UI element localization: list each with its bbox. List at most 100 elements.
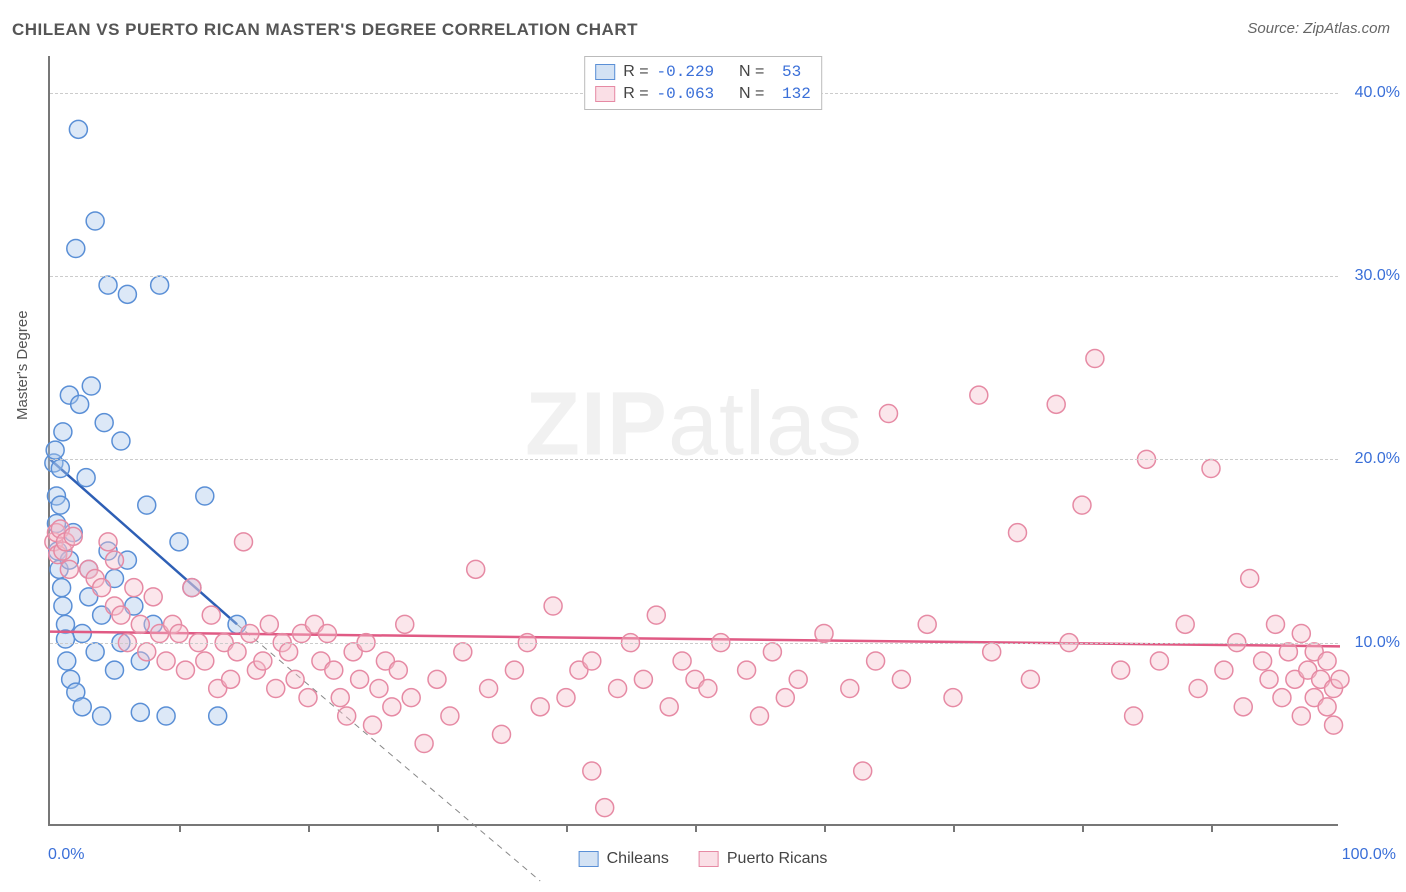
data-point — [112, 606, 130, 624]
data-point — [202, 606, 220, 624]
data-point — [222, 670, 240, 688]
x-tick-mark — [308, 824, 310, 832]
data-point — [763, 643, 781, 661]
data-point — [93, 579, 111, 597]
data-point — [583, 762, 601, 780]
data-point — [299, 689, 317, 707]
data-point — [338, 707, 356, 725]
data-point — [751, 707, 769, 725]
data-point — [318, 625, 336, 643]
data-point — [544, 597, 562, 615]
n-label: N = — [739, 61, 764, 83]
data-point — [647, 606, 665, 624]
data-point — [396, 615, 414, 633]
data-point — [854, 762, 872, 780]
r-label: R = — [623, 83, 648, 105]
data-point — [789, 670, 807, 688]
data-point — [1260, 670, 1278, 688]
n-label: N = — [739, 83, 764, 105]
series-name: Puerto Ricans — [727, 850, 828, 868]
data-point — [441, 707, 459, 725]
data-point — [170, 625, 188, 643]
data-point — [880, 405, 898, 423]
data-point — [176, 661, 194, 679]
data-point — [60, 560, 78, 578]
data-point — [738, 661, 756, 679]
y-axis-label: Master's Degree — [14, 310, 31, 420]
data-point — [82, 377, 100, 395]
series-name: Chileans — [607, 850, 669, 868]
x-axis-min-label: 0.0% — [48, 846, 84, 864]
data-point — [1112, 661, 1130, 679]
data-point — [138, 643, 156, 661]
data-point — [86, 212, 104, 230]
data-point — [138, 496, 156, 514]
data-point — [228, 643, 246, 661]
data-point — [776, 689, 794, 707]
data-point — [1254, 652, 1272, 670]
data-point — [1292, 707, 1310, 725]
data-point — [260, 615, 278, 633]
data-point — [383, 698, 401, 716]
data-point — [125, 579, 143, 597]
data-point — [596, 799, 614, 817]
x-axis-max-label: 100.0% — [1342, 846, 1396, 864]
data-point — [280, 643, 298, 661]
data-point — [112, 432, 130, 450]
data-point — [1318, 698, 1336, 716]
legend-swatch — [595, 64, 615, 80]
data-point — [1267, 615, 1285, 633]
data-point — [46, 441, 64, 459]
x-tick-mark — [695, 824, 697, 832]
data-point — [402, 689, 420, 707]
data-point — [73, 698, 91, 716]
y-tick-label: 40.0% — [1355, 84, 1400, 102]
data-point — [209, 707, 227, 725]
data-point — [531, 698, 549, 716]
data-point — [106, 661, 124, 679]
data-point — [157, 707, 175, 725]
correlation-legend-row: R =-0.229 N = 53 — [595, 61, 811, 83]
data-point — [389, 661, 407, 679]
correlation-legend: R =-0.229 N = 53R =-0.063 N = 132 — [584, 56, 822, 110]
legend-swatch — [595, 86, 615, 102]
data-point — [183, 579, 201, 597]
data-point — [51, 460, 69, 478]
data-point — [370, 680, 388, 698]
data-point — [67, 240, 85, 258]
y-tick-label: 30.0% — [1355, 267, 1400, 285]
data-point — [54, 597, 72, 615]
data-point — [660, 698, 678, 716]
legend-swatch — [579, 851, 599, 867]
plot-area: ZIPatlas 10.0%20.0%30.0%40.0% — [48, 56, 1338, 826]
data-point — [841, 680, 859, 698]
source-name: ZipAtlas.com — [1303, 20, 1390, 37]
data-point — [1021, 670, 1039, 688]
data-point — [1318, 652, 1336, 670]
data-point — [99, 533, 117, 551]
data-point — [699, 680, 717, 698]
x-tick-mark — [179, 824, 181, 832]
x-tick-mark — [1211, 824, 1213, 832]
data-point — [1189, 680, 1207, 698]
data-point — [1125, 707, 1143, 725]
data-point — [918, 615, 936, 633]
data-point — [235, 533, 253, 551]
data-point — [1241, 570, 1259, 588]
data-point — [286, 670, 304, 688]
series-legend-item: Puerto Ricans — [699, 850, 828, 868]
r-value: -0.063 — [657, 83, 715, 105]
data-point — [583, 652, 601, 670]
data-point — [54, 423, 72, 441]
chart-title: CHILEAN VS PUERTO RICAN MASTER'S DEGREE … — [12, 20, 638, 40]
x-tick-mark — [437, 824, 439, 832]
data-point — [93, 707, 111, 725]
data-point — [95, 414, 113, 432]
data-point — [1086, 350, 1104, 368]
data-point — [415, 735, 433, 753]
data-point — [673, 652, 691, 670]
data-point — [480, 680, 498, 698]
data-point — [64, 527, 82, 545]
data-point — [351, 670, 369, 688]
data-point — [364, 716, 382, 734]
